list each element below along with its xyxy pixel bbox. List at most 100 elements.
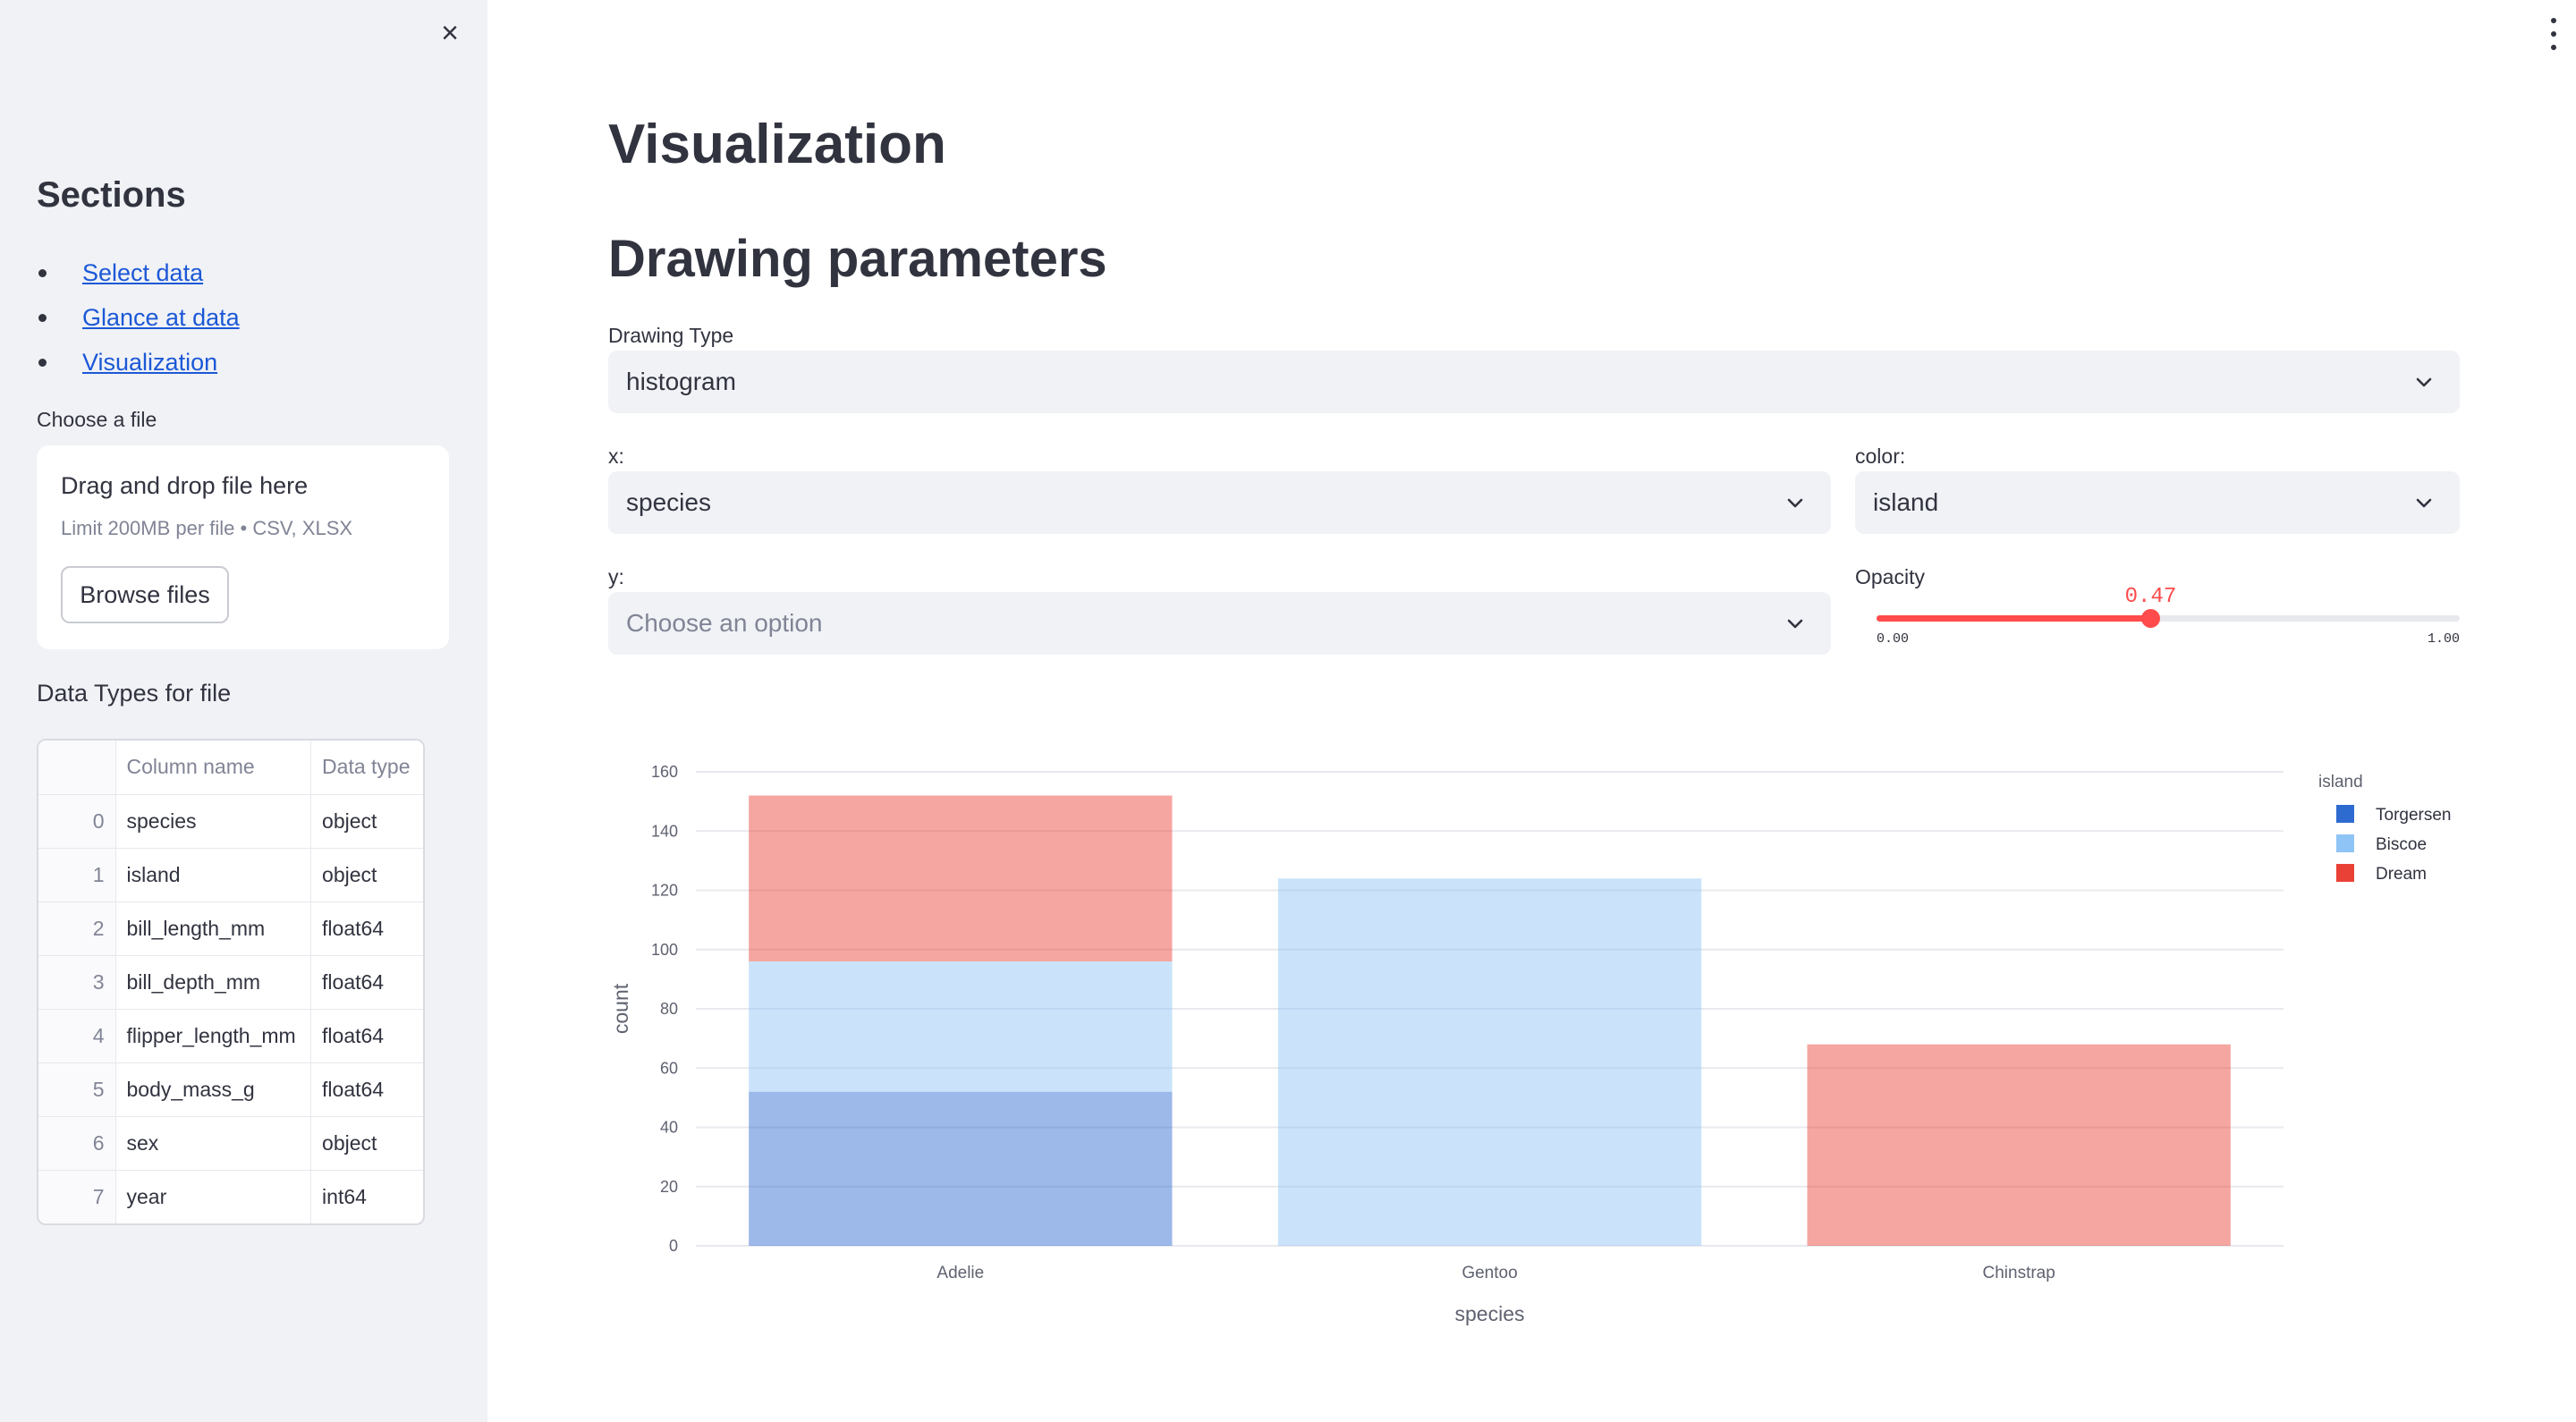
y-label: y: — [608, 565, 624, 589]
legend-title: island — [2318, 773, 2363, 791]
row-index: 1 — [38, 848, 115, 901]
row-index: 5 — [38, 1062, 115, 1116]
color-label: color: — [1855, 444, 1905, 469]
bullet-icon — [38, 314, 47, 322]
x-select[interactable]: species — [608, 471, 1831, 534]
close-sidebar-button[interactable]: × — [435, 18, 465, 48]
y-tick-label: 120 — [651, 882, 678, 900]
sidebar: × Sections Select data Glance at data Vi… — [0, 0, 487, 1422]
opacity-slider[interactable]: 0.47 0.00 1.00 — [1877, 572, 2460, 653]
cell-column-name[interactable]: sex — [115, 1116, 311, 1170]
histogram-chart: 0 20 40 60 80 100 120 140 160 Adelie Gentoo Chinstr… — [599, 749, 2487, 1340]
y-tick-label: 0 — [669, 1237, 678, 1255]
bar-biscoe[interactable] — [1278, 878, 1701, 1246]
y-tick-label: 160 — [651, 763, 678, 781]
dropzone-title: Drag and drop file here — [61, 472, 308, 500]
kebab-menu-icon — [2551, 18, 2556, 23]
table-row: 5 body_mass_g float64 — [38, 1062, 423, 1116]
legend-item-label[interactable]: Dream — [2376, 865, 2427, 884]
cell-data-type[interactable]: float64 — [311, 955, 423, 1009]
legend-swatch[interactable] — [2336, 834, 2354, 852]
bullet-icon — [38, 269, 47, 277]
cell-data-type[interactable]: object — [311, 848, 423, 901]
cell-data-type[interactable]: object — [311, 1116, 423, 1170]
section-title: Drawing parameters — [608, 229, 1107, 289]
cell-data-type[interactable]: float64 — [311, 1009, 423, 1062]
link-select-data[interactable]: Select data — [82, 259, 203, 287]
slider-thumb[interactable] — [2141, 609, 2160, 628]
drawing-type-value: histogram — [626, 368, 2413, 396]
kebab-menu-icon — [2551, 45, 2556, 50]
color-select[interactable]: island — [1855, 471, 2460, 534]
x-tick-label: Adelie — [936, 1264, 984, 1282]
cell-data-type[interactable]: object — [311, 794, 423, 848]
data-types-label: Data Types for file — [37, 680, 231, 707]
data-type-header[interactable]: Data type — [311, 741, 423, 794]
y-tick-label: 100 — [651, 941, 678, 959]
x-tick-label: Chinstrap — [1983, 1264, 2055, 1282]
drawing-type-label: Drawing Type — [608, 324, 733, 348]
table-row: 3 bill_depth_mm float64 — [38, 955, 423, 1009]
cell-column-name[interactable]: body_mass_g — [115, 1062, 311, 1116]
link-visualization[interactable]: Visualization — [82, 349, 217, 377]
bullet-icon — [38, 359, 47, 367]
data-types-table[interactable]: Column name Data type 0 species object 1 is… — [37, 739, 425, 1225]
cell-column-name[interactable]: bill_depth_mm — [115, 955, 311, 1009]
file-uploader-label: Choose a file — [37, 408, 157, 432]
legend-item-label[interactable]: Biscoe — [2376, 835, 2427, 854]
sections-heading: Sections — [37, 175, 186, 216]
x-tick-label: Gentoo — [1462, 1264, 1517, 1282]
table-row: 4 flipper_length_mm float64 — [38, 1009, 423, 1062]
drawing-type-select[interactable]: histogram — [608, 351, 2460, 413]
bar-torgersen[interactable] — [749, 1092, 1172, 1246]
cell-column-name[interactable]: year — [115, 1170, 311, 1223]
slider-current-value: 0.47 — [2125, 585, 2177, 609]
kebab-menu-icon — [2551, 31, 2556, 37]
close-icon: × — [441, 16, 459, 50]
chevron-down-icon — [2413, 492, 2435, 513]
legend-item-label[interactable]: Torgersen — [2376, 806, 2452, 825]
bar-dream[interactable] — [749, 796, 1172, 962]
table-row: 1 island object — [38, 848, 423, 901]
column-name-header[interactable]: Column name — [115, 741, 311, 794]
x-value: species — [626, 488, 1784, 517]
cell-column-name[interactable]: island — [115, 848, 311, 901]
cell-data-type[interactable]: float64 — [311, 1062, 423, 1116]
bar-dream[interactable] — [1808, 1045, 2231, 1246]
cell-column-name[interactable]: bill_length_mm — [115, 901, 311, 955]
link-glance-at-data[interactable]: Glance at data — [82, 304, 240, 332]
row-index: 4 — [38, 1009, 115, 1062]
legend-swatch[interactable] — [2336, 864, 2354, 882]
browse-files-button[interactable]: Browse files — [61, 566, 229, 623]
y-tick-label: 140 — [651, 822, 678, 840]
cell-column-name[interactable]: species — [115, 794, 311, 848]
y-placeholder: Choose an option — [626, 609, 1784, 638]
file-dropzone[interactable]: Drag and drop file here Limit 200MB per … — [37, 445, 449, 649]
x-label: x: — [608, 444, 624, 469]
row-index: 6 — [38, 1116, 115, 1170]
y-tick-label: 20 — [660, 1178, 678, 1196]
list-item: Glance at data — [37, 295, 240, 340]
y-select[interactable]: Choose an option — [608, 592, 1831, 655]
list-item: Select data — [37, 250, 240, 295]
row-index: 3 — [38, 955, 115, 1009]
main-menu-button[interactable] — [2545, 18, 2563, 50]
cell-data-type[interactable]: float64 — [311, 901, 423, 955]
table-row: 0 species object — [38, 794, 423, 848]
table-row: 2 bill_length_mm float64 — [38, 901, 423, 955]
chevron-down-icon — [1784, 613, 1806, 634]
page-title: Visualization — [608, 113, 946, 176]
table-row: 7 year int64 — [38, 1170, 423, 1223]
x-axis-title: species — [1455, 1302, 1525, 1325]
dropzone-subtitle: Limit 200MB per file • CSV, XLSX — [61, 517, 352, 540]
chevron-down-icon — [1784, 492, 1806, 513]
cell-data-type[interactable]: int64 — [311, 1170, 423, 1223]
legend-swatch[interactable] — [2336, 805, 2354, 823]
cell-column-name[interactable]: flipper_length_mm — [115, 1009, 311, 1062]
row-index: 0 — [38, 794, 115, 848]
slider-min-label: 0.00 — [1877, 631, 1909, 647]
y-tick-label: 60 — [660, 1059, 678, 1077]
slider-fill — [1877, 615, 2150, 622]
table-header-row: Column name Data type — [38, 741, 423, 794]
bar-biscoe[interactable] — [749, 961, 1172, 1092]
